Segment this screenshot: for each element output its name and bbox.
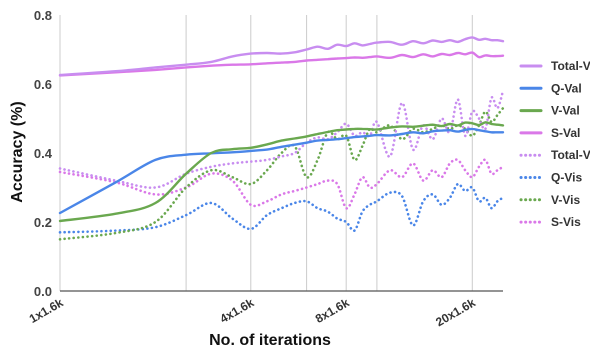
series-line-v-vis bbox=[58, 106, 505, 241]
legend-label-v-val: V-Val bbox=[551, 104, 580, 118]
legend-label-total-val: Total-Val bbox=[551, 59, 590, 73]
series-line-total-val bbox=[58, 36, 505, 77]
x-tick-label-3: 20x1.6k bbox=[433, 295, 478, 329]
plot-lines bbox=[58, 36, 505, 241]
y-tick-label-1: 0.2 bbox=[34, 215, 52, 230]
y-axis-title: Accuracy (%) bbox=[9, 101, 26, 202]
legend-label-q-val: Q-Val bbox=[551, 81, 582, 95]
x-tick-labels: 1x1.6k 4x1.6k 8x1.6k 20x1.6k bbox=[27, 295, 478, 329]
x-axis-title: No. of iterations bbox=[209, 332, 331, 349]
series-line-q-val bbox=[58, 127, 505, 215]
y-tick-label-4: 0.8 bbox=[34, 8, 52, 23]
y-tick-label-2: 0.4 bbox=[34, 146, 53, 161]
x-tick-label-1: 4x1.6k bbox=[218, 295, 257, 326]
legend-label-v-vis: V-Vis bbox=[551, 193, 580, 207]
x-tick-label-2: 8x1.6k bbox=[313, 295, 352, 326]
series-line-v-val bbox=[58, 121, 505, 223]
y-tick-label-3: 0.6 bbox=[34, 77, 52, 92]
y-tick-labels: 0.0 0.2 0.4 0.6 0.8 bbox=[34, 8, 53, 299]
series-line-q-vis bbox=[58, 182, 505, 234]
legend-label-s-val: S-Val bbox=[551, 126, 580, 140]
legend-label-s-vis: S-Vis bbox=[551, 215, 581, 229]
series-line-s-vis bbox=[58, 158, 505, 210]
series-line-total-vis bbox=[58, 89, 505, 189]
legend: Total-Val Q-Val V-Val S-Val Total-Vis Q-Vis V-… bbox=[519, 59, 590, 229]
series-line-s-val bbox=[58, 51, 505, 77]
y-tick-label-0: 0.0 bbox=[34, 284, 52, 299]
legend-label-q-vis: Q-Vis bbox=[551, 171, 582, 185]
legend-label-total-vis: Total-Vis bbox=[551, 148, 590, 162]
x-tick-label-0: 1x1.6k bbox=[27, 295, 66, 326]
